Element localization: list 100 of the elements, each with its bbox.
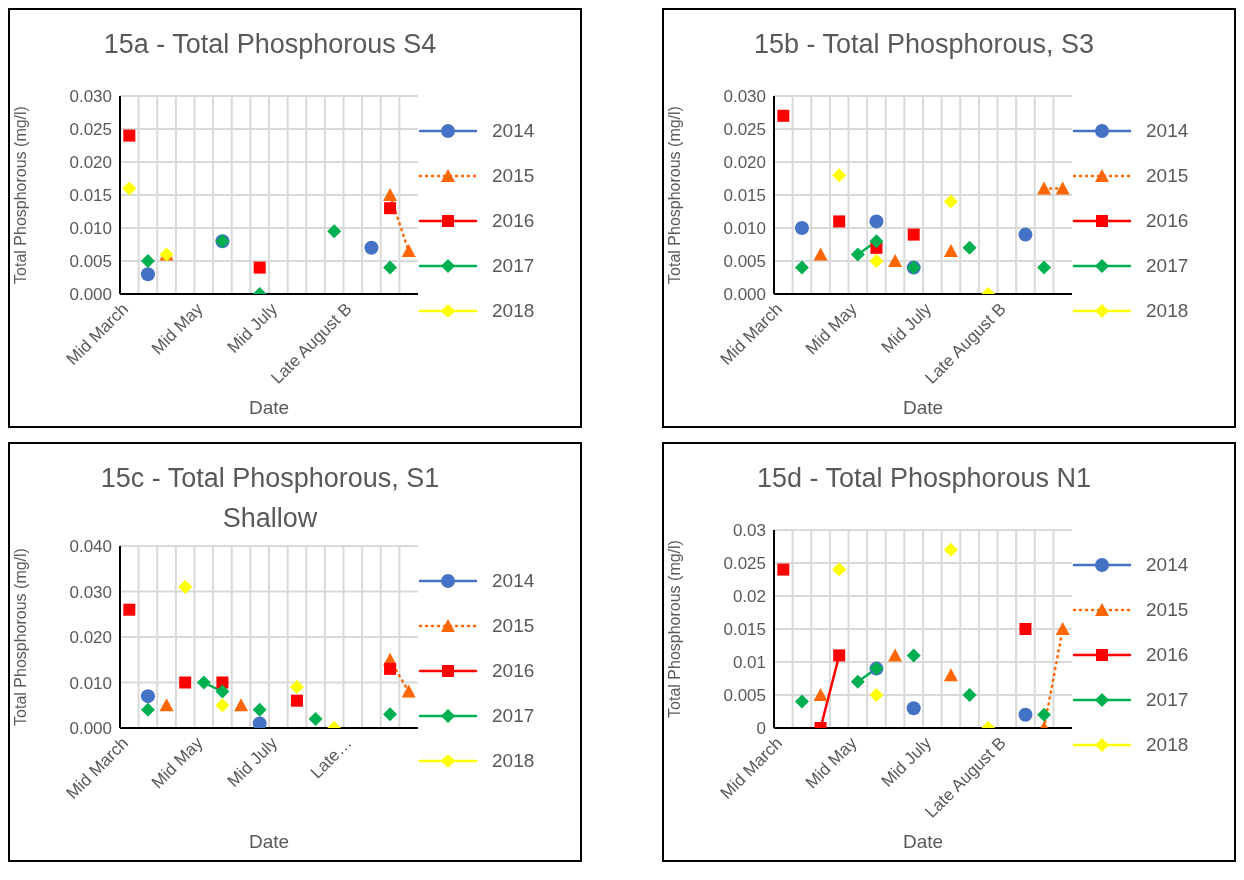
point bbox=[1037, 260, 1052, 275]
legend-label: 2015 bbox=[1146, 164, 1189, 187]
point bbox=[140, 254, 155, 268]
point bbox=[832, 168, 847, 183]
legend-label: 2017 bbox=[1146, 254, 1189, 277]
legend-label: 2016 bbox=[492, 659, 535, 682]
point bbox=[1055, 622, 1070, 635]
point bbox=[907, 228, 920, 241]
chart-title: 15c - Total Phosphorous, S1 Shallow bbox=[99, 462, 441, 535]
point bbox=[943, 194, 958, 209]
y-tick-label: 0.015 bbox=[723, 620, 766, 640]
legend-label: 2014 bbox=[492, 569, 535, 592]
point bbox=[234, 698, 249, 712]
y-tick-label: 0.025 bbox=[723, 554, 766, 574]
point bbox=[401, 684, 416, 698]
y-tick-label: 0.005 bbox=[723, 686, 766, 706]
y-axis-title: Total Phosphorous (mg/l) bbox=[665, 540, 683, 718]
legend-label: 2015 bbox=[492, 164, 535, 187]
y-tick-label: 0.030 bbox=[69, 582, 112, 602]
legend-label: 2016 bbox=[1146, 643, 1189, 666]
point bbox=[252, 716, 267, 728]
x-tick-label: Mid May bbox=[801, 733, 861, 793]
point bbox=[401, 244, 416, 258]
x-tick-label: Mid July bbox=[223, 733, 282, 791]
point bbox=[962, 240, 977, 255]
legend-label: 2017 bbox=[492, 254, 535, 277]
chart-title: 15b - Total Phosphorous, S3 bbox=[752, 28, 1096, 61]
point bbox=[384, 202, 397, 215]
point bbox=[1019, 623, 1032, 635]
point bbox=[777, 563, 790, 576]
point bbox=[178, 579, 193, 594]
y-tick-label: 0.010 bbox=[69, 219, 112, 239]
point bbox=[888, 648, 903, 662]
point bbox=[1037, 181, 1052, 195]
y-axis-title: Total Phosphorous (mg/l) bbox=[11, 548, 29, 726]
x-axis-title: Date bbox=[902, 397, 944, 418]
point bbox=[794, 221, 809, 235]
point bbox=[962, 688, 977, 702]
point bbox=[327, 224, 342, 239]
point bbox=[869, 234, 884, 249]
y-tick-label: 0.005 bbox=[69, 252, 112, 272]
point bbox=[289, 680, 304, 695]
point bbox=[850, 674, 865, 689]
point bbox=[159, 698, 174, 712]
y-tick-label: 0 bbox=[756, 719, 766, 739]
point bbox=[1018, 707, 1033, 722]
y-tick-label: 0.020 bbox=[69, 153, 112, 173]
point bbox=[943, 542, 958, 557]
point bbox=[906, 648, 921, 663]
legend-label: 2016 bbox=[492, 209, 535, 232]
point bbox=[833, 215, 846, 228]
point bbox=[140, 267, 155, 282]
point bbox=[869, 688, 884, 702]
point bbox=[383, 260, 398, 275]
point bbox=[215, 684, 230, 699]
point bbox=[123, 603, 136, 616]
legend-label: 2017 bbox=[1146, 688, 1189, 711]
x-axis-title: Date bbox=[248, 831, 290, 852]
point bbox=[813, 247, 828, 261]
point bbox=[833, 649, 846, 662]
chart-title: 15d - Total Phosphorous N1 bbox=[755, 462, 1093, 495]
legend-label: 2018 bbox=[1146, 299, 1189, 322]
y-tick-label: 0.015 bbox=[69, 186, 112, 206]
point bbox=[794, 694, 809, 709]
legend-label: 2018 bbox=[492, 299, 535, 322]
point bbox=[943, 668, 958, 682]
y-axis-title: Total Phosphorous (mg/l) bbox=[665, 106, 683, 284]
point bbox=[140, 702, 155, 717]
point bbox=[308, 711, 323, 726]
y-tick-label: 0.025 bbox=[69, 120, 112, 140]
y-tick-label: 0.01 bbox=[732, 653, 766, 673]
y-tick-label: 0.03 bbox=[732, 521, 766, 541]
point bbox=[383, 707, 398, 722]
point bbox=[179, 676, 192, 689]
x-tick-label: Mid July bbox=[223, 299, 282, 357]
legend-label: 2015 bbox=[492, 614, 535, 637]
point bbox=[888, 254, 903, 267]
point bbox=[869, 214, 884, 229]
point bbox=[364, 240, 379, 255]
point bbox=[383, 188, 398, 201]
x-tick-label: Mid May bbox=[147, 733, 207, 793]
point bbox=[850, 247, 865, 262]
point bbox=[943, 244, 958, 258]
y-tick-label: 0.020 bbox=[69, 628, 112, 648]
point bbox=[123, 129, 136, 142]
point bbox=[813, 688, 828, 701]
legend-label: 2014 bbox=[1146, 553, 1189, 576]
y-tick-label: 0.000 bbox=[723, 285, 766, 305]
legend-label: 2018 bbox=[1146, 733, 1189, 756]
point bbox=[1037, 707, 1052, 722]
point bbox=[794, 260, 809, 275]
y-tick-label: 0.030 bbox=[723, 87, 766, 107]
legend-label: 2015 bbox=[1146, 598, 1189, 621]
y-tick-label: 0.025 bbox=[723, 120, 766, 140]
x-tick-label: Mid July bbox=[877, 733, 936, 791]
x-axis-title: Date bbox=[902, 831, 944, 852]
legend-label: 2018 bbox=[492, 749, 535, 772]
point bbox=[832, 562, 847, 577]
y-tick-label: 0.010 bbox=[69, 673, 112, 693]
point bbox=[1055, 181, 1070, 195]
